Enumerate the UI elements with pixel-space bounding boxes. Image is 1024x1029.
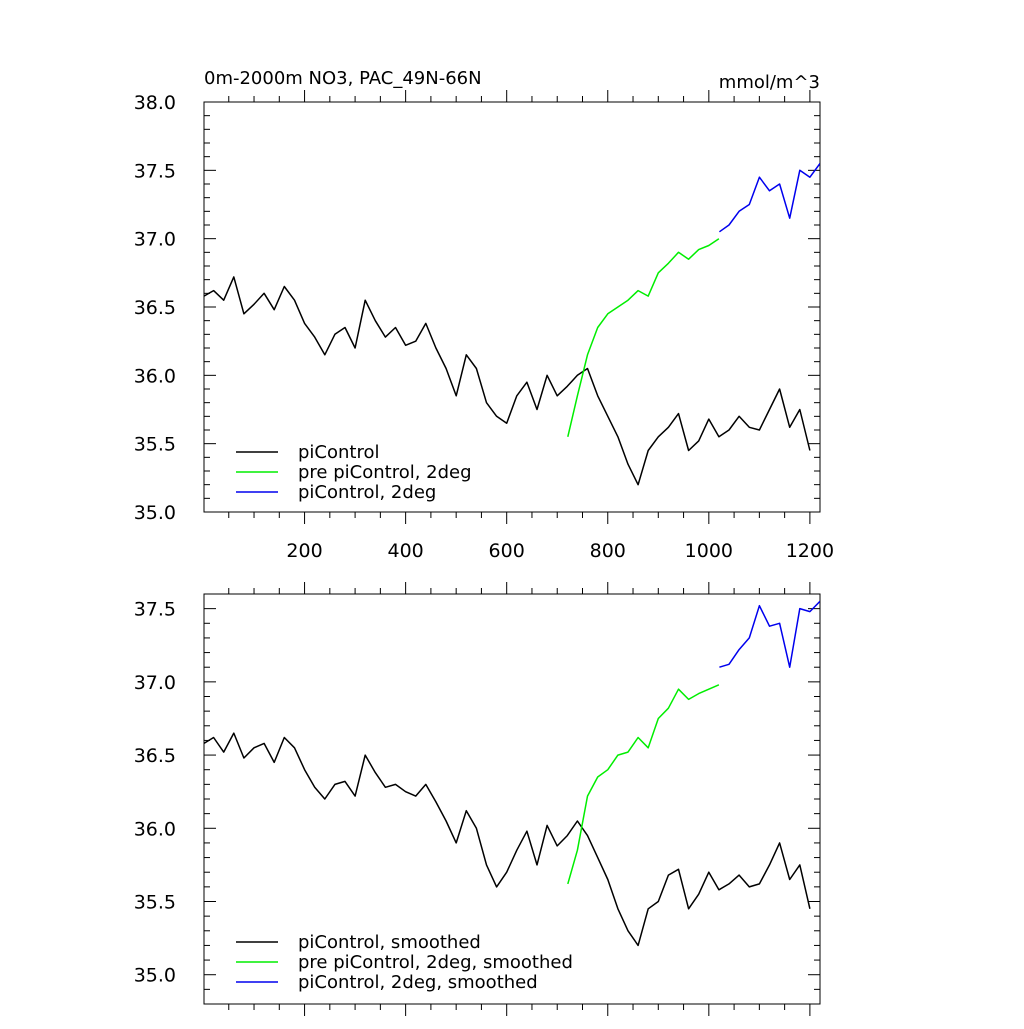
- x-tick-label: 1000: [685, 540, 733, 562]
- legend-label: piControl, smoothed: [298, 932, 481, 953]
- legend-label: piControl, 2deg: [298, 482, 436, 503]
- x-tick-label: 600: [489, 540, 525, 562]
- panel-bottom: 35.0 35.5 36.0 36.5 37.0 37.5 piControl, smoot…: [134, 582, 821, 1016]
- series-line: [718, 163, 820, 233]
- legend-label: pre piControl, 2deg: [298, 462, 472, 483]
- series-line: [567, 684, 720, 885]
- legend-label: piControl, 2deg, smoothed: [298, 972, 538, 993]
- y-tick-label: 35.0: [134, 502, 176, 524]
- y-tick-label: 36.5: [134, 745, 176, 767]
- y-tick-label: 35.5: [134, 434, 176, 456]
- plot-frame: [203, 593, 821, 1005]
- plot-frame: [203, 101, 821, 513]
- x-tick-label: 1200: [786, 540, 834, 562]
- y-tick-label: 36.5: [134, 297, 176, 319]
- legend-label: pre piControl, 2deg, smoothed: [298, 952, 573, 973]
- panel-top: 35.0 35.5 36.0 36.5 37.0 37.5 38.0 200 400 600 800…: [134, 90, 834, 562]
- x-tick-label: 400: [387, 540, 423, 562]
- y-tick-label: 35.0: [134, 965, 176, 987]
- units-label: mmol/m^3: [719, 72, 820, 93]
- y-tick-label: 36.0: [134, 818, 176, 840]
- x-tick-label: 800: [590, 540, 626, 562]
- y-tick-label: 37.5: [134, 599, 176, 621]
- series-line: [204, 732, 811, 947]
- y-tick-label: 37.0: [134, 229, 176, 251]
- y-tick-label: 37.5: [134, 160, 176, 182]
- series-line: [567, 238, 720, 437]
- y-tick-label: 38.0: [134, 92, 176, 114]
- y-tick-label: 36.0: [134, 365, 176, 387]
- x-tick-label: 200: [286, 540, 322, 562]
- series-line: [204, 276, 811, 486]
- series-line: [719, 600, 820, 668]
- chart-title: 0m-2000m NO3, PAC_49N-66N: [204, 68, 482, 89]
- y-tick-label: 37.0: [134, 672, 176, 694]
- legend-label: piControl: [298, 442, 380, 463]
- y-tick-label: 35.5: [134, 892, 176, 914]
